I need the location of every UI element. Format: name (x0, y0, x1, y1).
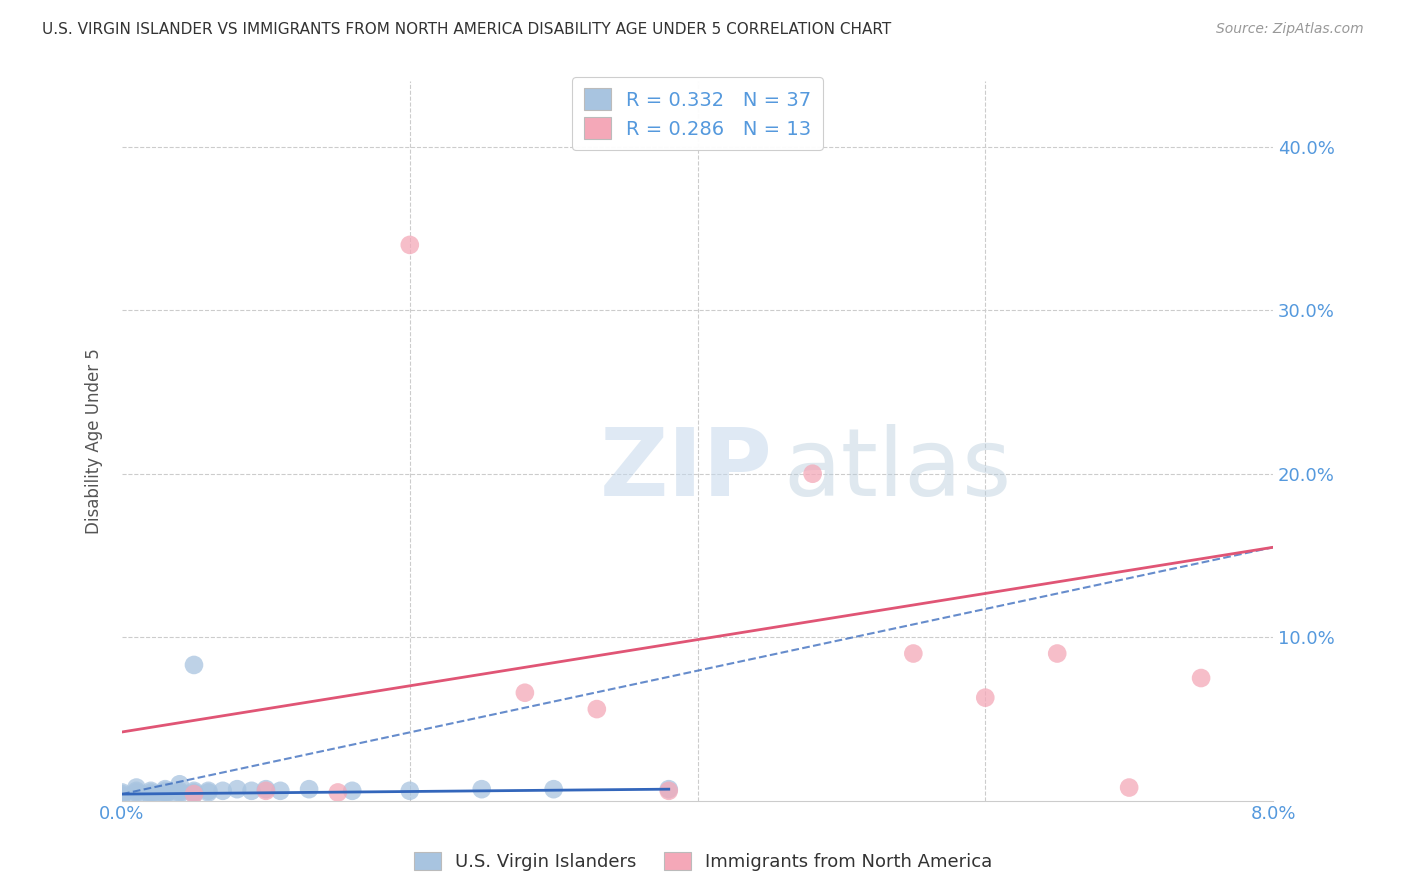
Point (183, 657, 205, 672)
Point (1118, 780, 1140, 795)
Point (125, 785, 148, 799)
Point (183, 785, 205, 799)
Point (111, 787, 134, 801)
Point (155, 784, 177, 798)
Point (342, 784, 364, 798)
Point (240, 784, 263, 798)
Point (155, 787, 177, 801)
Legend: U.S. Virgin Islanders, Immigrants from North America: U.S. Virgin Islanders, Immigrants from N… (406, 845, 1000, 879)
Point (254, 784, 277, 798)
Text: Source: ZipAtlas.com: Source: ZipAtlas.com (1216, 22, 1364, 37)
Point (169, 787, 191, 801)
Point (513, 686, 536, 700)
Point (169, 777, 191, 791)
Point (298, 782, 321, 797)
Point (197, 784, 219, 798)
Point (1189, 671, 1212, 685)
Point (183, 787, 205, 801)
Point (398, 784, 420, 798)
Point (183, 784, 205, 798)
Point (155, 785, 177, 799)
Point (1046, 647, 1069, 661)
Point (197, 785, 219, 799)
Point (125, 780, 148, 795)
Point (111, 789, 134, 803)
Point (183, 787, 205, 801)
Point (226, 782, 249, 797)
Point (585, 702, 607, 716)
Text: U.S. VIRGIN ISLANDER VS IMMIGRANTS FROM NORTH AMERICA DISABILITY AGE UNDER 5 COR: U.S. VIRGIN ISLANDER VS IMMIGRANTS FROM … (42, 22, 891, 37)
Point (211, 784, 233, 798)
Point (111, 785, 134, 799)
Point (155, 789, 177, 803)
Y-axis label: Disability Age Under 5: Disability Age Under 5 (86, 348, 103, 534)
Point (471, 782, 494, 797)
Point (398, 238, 420, 252)
Point (269, 784, 291, 798)
Point (155, 782, 177, 797)
Point (169, 784, 191, 798)
Point (169, 785, 191, 799)
Point (139, 785, 162, 799)
Legend: R = 0.332   N = 37, R = 0.286   N = 13: R = 0.332 N = 37, R = 0.286 N = 13 (572, 77, 823, 150)
Point (658, 782, 681, 797)
Point (974, 690, 997, 705)
Point (326, 785, 349, 799)
Text: ZIP: ZIP (600, 424, 772, 516)
Point (254, 782, 277, 797)
Text: atlas: atlas (785, 424, 1012, 516)
Point (801, 467, 824, 481)
Point (658, 784, 681, 798)
Point (125, 789, 148, 803)
Point (903, 647, 925, 661)
Point (139, 787, 162, 801)
Point (543, 782, 565, 797)
Point (125, 784, 148, 798)
Point (139, 784, 162, 798)
Point (139, 789, 162, 803)
